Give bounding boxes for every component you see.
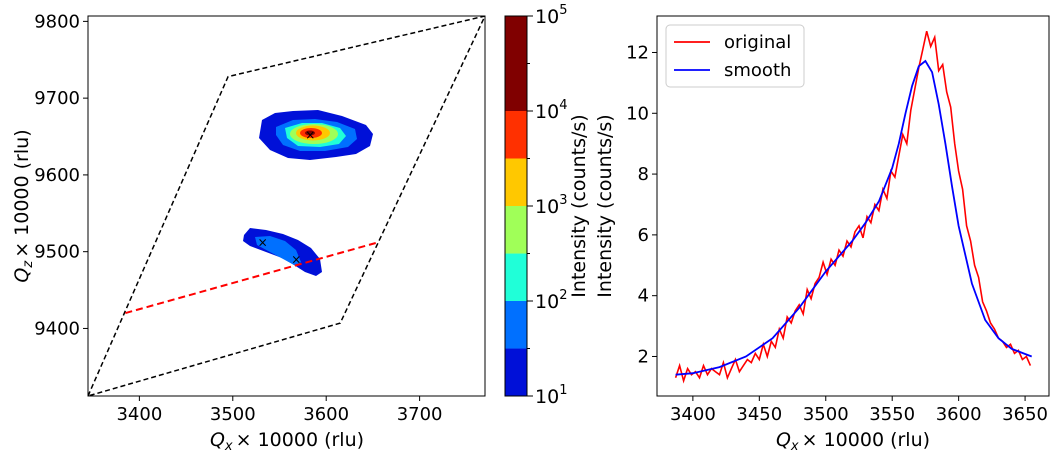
- colorbar-band-0: [505, 348, 527, 396]
- linescan-y-tick-label: 2: [638, 346, 649, 367]
- rsm-y-axis-label: Qz× 10000 (rlu): [11, 129, 36, 282]
- rsm-x-axis-label: Qx × 10000 (rlu): [210, 429, 364, 454]
- rsm-x-tick-label: 3400: [116, 404, 162, 425]
- rsm-plot-area: [88, 16, 485, 396]
- linescan-x-tick-label: 3600: [936, 404, 982, 425]
- colorbar-bands: [505, 16, 527, 396]
- linescan-x-tick-label: 3550: [869, 404, 915, 425]
- rsm-panel: × × × 3400 3500 3600 3700 9400 9500 9600 9700 980…: [11, 11, 486, 454]
- series-smooth-line: [675, 59, 1033, 376]
- colorbar-tick-label: 104: [535, 98, 567, 123]
- linescan-x-ticks: 3400 3450 3500 3550 3600 3650: [670, 396, 1048, 425]
- linescan-panel: 3400 3450 3500 3550 3600 3650 2 4 6 8 10 12 origin…: [594, 15, 1050, 454]
- legend-label-smooth: smooth: [724, 60, 791, 81]
- peak-marker-0: ×: [305, 128, 315, 142]
- linescan-y-ticks: 2 4 6 8 10 12: [626, 42, 657, 367]
- rsm-y-tick-label: 9400: [34, 318, 80, 339]
- lower-peak-contours: [243, 228, 322, 276]
- linescan-y-axis-label: Intensity (counts/s): [594, 114, 616, 297]
- legend-box: [665, 24, 805, 88]
- colorbar-band-5: [505, 111, 527, 159]
- rsm-y-tick-label: 9800: [34, 11, 80, 32]
- linescan-y-tick-label: 12: [626, 42, 649, 63]
- colorbar-band-6: [505, 16, 527, 111]
- rsm-x-tick-label: 3500: [210, 404, 256, 425]
- upper-peak-level-7: [305, 130, 315, 136]
- peak-marker-2: ×: [291, 252, 301, 266]
- legend: original smooth: [665, 24, 805, 88]
- linescan-y-tick-label: 10: [626, 103, 649, 124]
- linescan-y-tick-label: 8: [638, 164, 649, 185]
- linescan-x-tick-label: 3500: [803, 404, 849, 425]
- upper-peak-contours: [259, 110, 373, 160]
- rsm-axes-frame: [87, 15, 486, 397]
- colorbar: 101 102 103 104 105 Intensity (counts/s): [504, 3, 590, 408]
- rsm-x-ticks: 3400 3500 3600 3700: [116, 396, 443, 425]
- linescan-axes-frame: [656, 15, 1050, 397]
- rsm-y-ticks: 9400 9500 9600 9700 9800: [34, 11, 88, 339]
- colorbar-band-3: [505, 206, 527, 254]
- colorbar-band-2: [505, 253, 527, 301]
- rsm-x-tick-label: 3600: [303, 404, 349, 425]
- colorbar-tick-label: 102: [535, 288, 567, 313]
- colorbar-band-4: [505, 158, 527, 206]
- boundary-dashed-quadrilateral: [88, 16, 485, 396]
- linescan-x-tick-label: 3400: [670, 404, 716, 425]
- rsm-y-tick-label: 9600: [34, 165, 80, 186]
- lower-peak-level-2: [255, 236, 301, 266]
- linescan-y-tick-label: 4: [638, 286, 649, 307]
- colorbar-ticks: 101 102 103 104 105: [527, 3, 567, 408]
- colorbar-label: Intensity (counts/s): [568, 114, 590, 297]
- colorbar-tick-label: 101: [535, 383, 567, 408]
- legend-label-original: original: [724, 32, 791, 53]
- rsm-y-tick-label: 9500: [34, 242, 80, 263]
- colorbar-band-1: [505, 301, 527, 349]
- linescan-x-axis-label: Qx × 10000 (rlu): [776, 429, 930, 454]
- linescan-x-tick-label: 3650: [1002, 404, 1048, 425]
- rsm-y-tick-label: 9700: [34, 88, 80, 109]
- linescan-y-tick-label: 6: [638, 225, 649, 246]
- peak-marker-1: ×: [258, 235, 268, 249]
- rsm-x-tick-label: 3700: [397, 404, 443, 425]
- rsm-data-layer: × × ×: [88, 16, 485, 396]
- colorbar-tick-label: 103: [535, 193, 567, 218]
- colorbar-tick-label: 105: [535, 3, 567, 28]
- linescan-x-tick-label: 3450: [736, 404, 782, 425]
- peak-markers: × × ×: [258, 128, 316, 266]
